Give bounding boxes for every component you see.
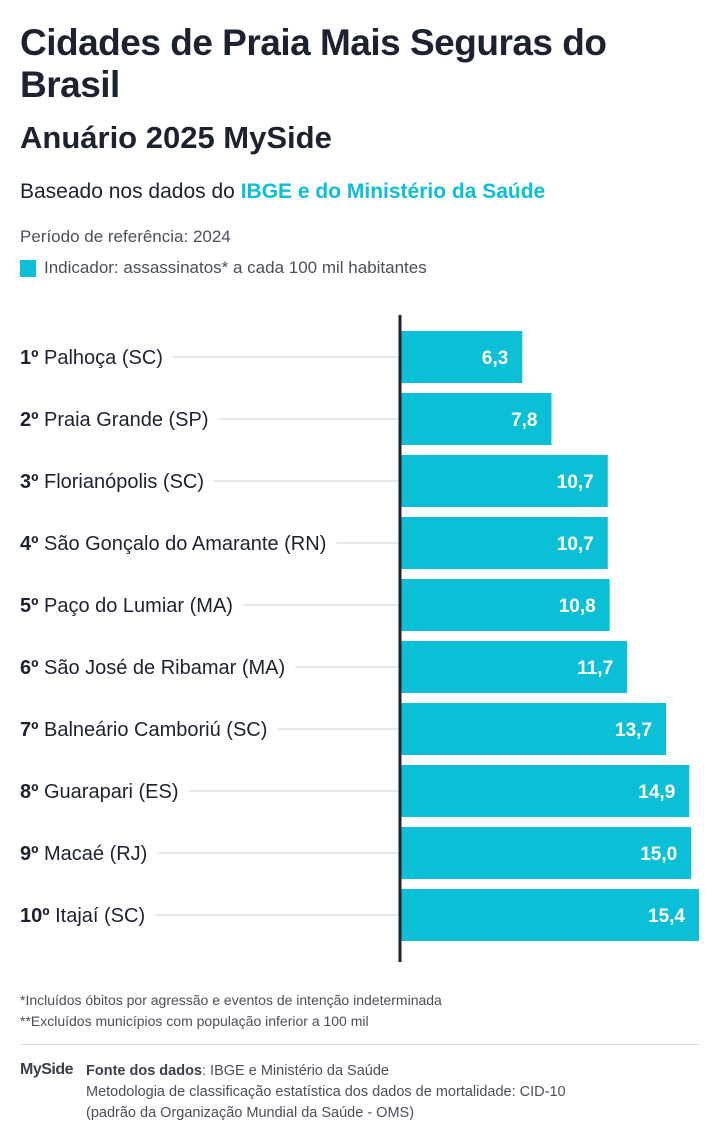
myside-logo: MySide [20, 1061, 74, 1078]
source-value: : IBGE e Ministério da Saúde [202, 1063, 389, 1079]
value-label: 7,8 [511, 410, 537, 431]
bar [400, 517, 608, 569]
bar [400, 331, 523, 383]
city-label: São Gonçalo do Amarante (RN) [44, 533, 326, 555]
city-label: Macaé (RJ) [44, 843, 147, 865]
legend: Indicador: assassinatos* a cada 100 mil … [20, 258, 427, 278]
category-label: 6º São José de Ribamar (MA) [20, 657, 285, 679]
rank-label: 3º [20, 471, 44, 493]
value-label: 15,4 [648, 906, 685, 927]
city-label: Balneário Camboriú (SC) [44, 719, 267, 741]
divider [20, 1044, 700, 1045]
category-label: 7º Balneário Camboriú (SC) [20, 719, 267, 741]
legend-label: Indicador: assassinatos* a cada 100 mil … [44, 258, 427, 277]
rank-label: 9º [20, 843, 44, 865]
value-label: 14,9 [638, 782, 675, 803]
subtitle: Anuário 2025 MySide [20, 120, 332, 155]
rank-label: 1º [20, 347, 44, 369]
bar [400, 393, 552, 445]
city-label: Palhoça (SC) [44, 347, 163, 369]
footnotes: *Incluídos óbitos por agressão e eventos… [20, 990, 442, 1032]
category-label: 9º Macaé (RJ) [20, 843, 147, 865]
rank-label: 2º [20, 409, 44, 431]
value-label: 15,0 [640, 844, 677, 865]
category-label: 1º Palhoça (SC) [20, 347, 163, 369]
category-label: 5º Paço do Lumiar (MA) [20, 595, 233, 617]
basis-prefix: Baseado nos dados do [20, 180, 241, 203]
basis-highlight: IBGE e do Ministério da Saúde [240, 180, 546, 203]
city-label: Praia Grande (SP) [44, 409, 209, 431]
category-label: 2º Praia Grande (SP) [20, 409, 209, 431]
footnote: *Incluídos óbitos por agressão e eventos… [20, 992, 442, 1008]
rank-label: 7º [20, 719, 44, 741]
value-label: 10,8 [559, 596, 596, 617]
bar [400, 827, 692, 879]
value-label: 6,3 [482, 348, 508, 369]
city-label: Paço do Lumiar (MA) [44, 595, 233, 617]
category-label: 8º Guarapari (ES) [20, 781, 178, 803]
source-info: Fonte dos dados: IBGE e Ministério da Sa… [86, 1061, 566, 1124]
city-label: São José de Ribamar (MA) [44, 657, 285, 679]
value-label: 10,7 [557, 472, 594, 493]
value-label: 13,7 [615, 720, 652, 741]
bar [400, 641, 628, 693]
rank-label: 8º [20, 781, 44, 803]
city-label: Florianópolis (SC) [44, 471, 204, 493]
bar [400, 455, 608, 507]
rank-label: 6º [20, 657, 44, 679]
value-label: 10,7 [557, 534, 594, 555]
category-label: 4º São Gonçalo do Amarante (RN) [20, 533, 326, 555]
bar [400, 889, 699, 941]
bar-chart: 1º Palhoça (SC) 6,3 2º Praia Grande (SP) 7,… [20, 315, 699, 962]
methodology: Metodologia de classificação estatística… [86, 1084, 566, 1100]
bar [400, 579, 610, 631]
city-label: Itajaí (SC) [55, 905, 145, 927]
data-basis: Baseado nos dados do IBGE e do Ministéri… [20, 180, 545, 204]
source-label: Fonte dos dados [86, 1063, 202, 1079]
rank-label: 10º [20, 905, 55, 927]
city-label: Guarapari (ES) [44, 781, 179, 803]
value-label: 11,7 [577, 658, 613, 679]
page-title: Cidades de Praia Mais Seguras do Brasil [20, 22, 607, 105]
footnote: **Excluídos municípios com população inf… [20, 1013, 369, 1029]
bar [400, 703, 666, 755]
legend-swatch [20, 259, 36, 277]
methodology-2: (padrão da Organização Mundial da Saúde … [86, 1105, 415, 1121]
rank-label: 5º [20, 595, 44, 617]
rank-label: 4º [20, 533, 44, 555]
reference-period: Período de referência: 2024 [20, 227, 231, 246]
category-label: 10º Itajaí (SC) [20, 905, 145, 927]
bar [400, 765, 690, 817]
category-label: 3º Florianópolis (SC) [20, 471, 204, 493]
